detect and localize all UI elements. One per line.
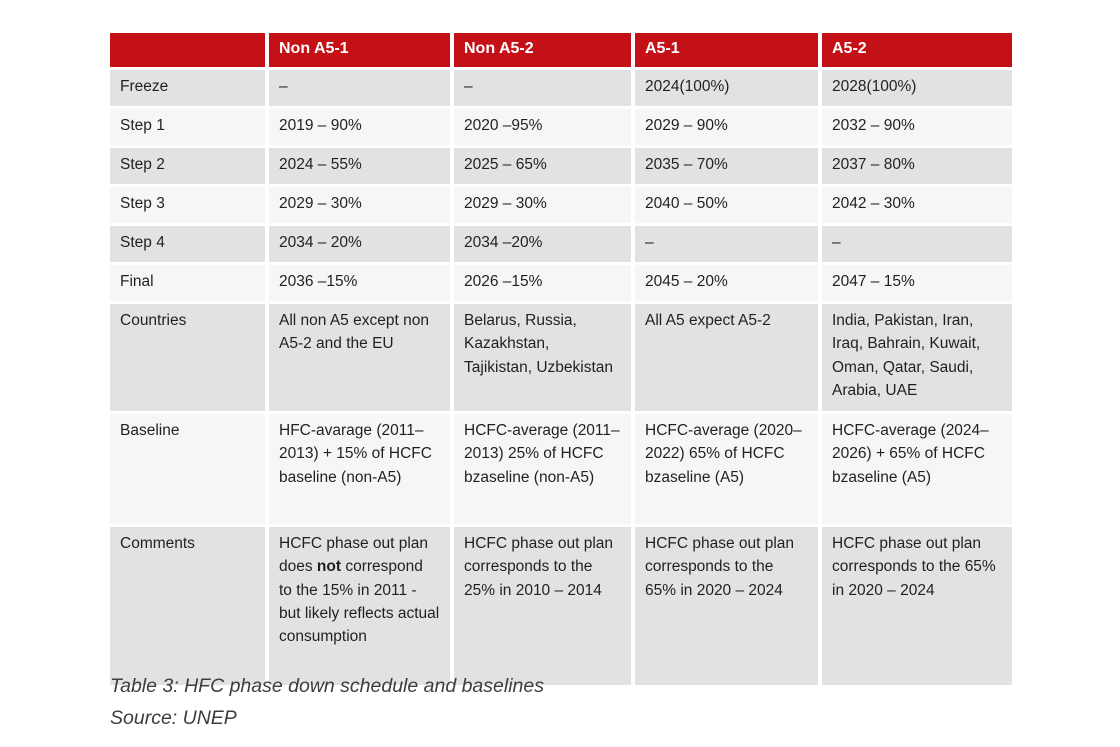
table-cell: –	[452, 68, 635, 109]
table-cell: 2035 – 70%	[633, 146, 822, 187]
table-cell: 2045 – 20%	[633, 263, 822, 304]
table-cell: 2025 – 65%	[452, 146, 635, 187]
table-row-countries: Countries All non A5 except non A5-2 and…	[110, 302, 1012, 414]
caption-source: Source: UNEP	[110, 707, 237, 729]
table-cell: 2042 – 30%	[820, 185, 1012, 226]
table-cell: 2029 – 30%	[452, 185, 635, 226]
table-cell: 2029 – 90%	[633, 107, 822, 148]
table-cell: –	[267, 68, 454, 109]
table-row-step-2: Step 2 2024 – 55% 2025 – 65% 2035 – 70% …	[110, 146, 1012, 187]
table-cell: Belarus, Russia, Kazakhstan, Tajikistan,…	[452, 302, 635, 414]
table-cell: 2040 – 50%	[633, 185, 822, 226]
table-cell: HCFC-average (2020–2022) 65% of HCFC bza…	[633, 412, 822, 527]
table-caption: Table 3: HFC phase down schedule and bas…	[110, 670, 544, 734]
table-cell: 2047 – 15%	[820, 263, 1012, 304]
table-row-step-4: Step 4 2034 – 20% 2034 –20% – –	[110, 224, 1012, 265]
table-cell: All A5 expect A5-2	[633, 302, 822, 414]
row-label: Step 1	[110, 107, 269, 148]
table-cell: –	[820, 224, 1012, 265]
table-cell: HCFC phase out plan corresponds to the 6…	[820, 525, 1012, 685]
table-cell: HCFC phase out plan corresponds to the 6…	[633, 525, 822, 685]
column-header-non-a5-2: Non A5-2	[452, 33, 635, 70]
table-row-freeze: Freeze – – 2024(100%) 2028(100%)	[110, 68, 1012, 109]
table-row-step-3: Step 3 2029 – 30% 2029 – 30% 2040 – 50% …	[110, 185, 1012, 226]
table-cell: HCFC phase out plan does not correspond …	[267, 525, 454, 685]
table-cell: HFC-avarage (2011–2013) + 15% of HCFC ba…	[267, 412, 454, 527]
table-cell: 2028(100%)	[820, 68, 1012, 109]
table-cell: 2029 – 30%	[267, 185, 454, 226]
table-cell: 2024(100%)	[633, 68, 822, 109]
row-label: Final	[110, 263, 269, 304]
table-cell: 2034 – 20%	[267, 224, 454, 265]
table-cell: 2032 – 90%	[820, 107, 1012, 148]
row-label: Step 4	[110, 224, 269, 265]
table-row-step-1: Step 1 2019 – 90% 2020 –95% 2029 – 90% 2…	[110, 107, 1012, 148]
hfc-phase-down-table: Non A5-1 Non A5-2 A5-1 A5-2 Freeze – – 2…	[110, 33, 1012, 685]
table-row-baseline: Baseline HFC-avarage (2011–2013) + 15% o…	[110, 412, 1012, 527]
column-header-a5-1: A5-1	[633, 33, 822, 70]
row-label: Freeze	[110, 68, 269, 109]
column-header-non-a5-1: Non A5-1	[267, 33, 454, 70]
table-cell: HCFC-average (2024–2026) + 65% of HCFC b…	[820, 412, 1012, 527]
table-cell: 2019 – 90%	[267, 107, 454, 148]
table-cell: 2034 –20%	[452, 224, 635, 265]
row-label: Step 2	[110, 146, 269, 187]
table-cell: All non A5 except non A5-2 and the EU	[267, 302, 454, 414]
table-header-row: Non A5-1 Non A5-2 A5-1 A5-2	[110, 33, 1012, 70]
row-label: Countries	[110, 302, 269, 414]
table-cell: 2020 –95%	[452, 107, 635, 148]
table-cell: India, Pakistan, Iran, Iraq, Bahrain, Ku…	[820, 302, 1012, 414]
row-label: Baseline	[110, 412, 269, 527]
table-cell: HCFC-average (2011–2013) 25% of HCFC bza…	[452, 412, 635, 527]
table-cell: HCFC phase out plan corresponds to the 2…	[452, 525, 635, 685]
table-cell: –	[633, 224, 822, 265]
table-row-final: Final 2036 –15% 2026 –15% 2045 – 20% 204…	[110, 263, 1012, 304]
caption-title: Table 3: HFC phase down schedule and bas…	[110, 675, 544, 697]
table-cell: 2036 –15%	[267, 263, 454, 304]
table-row-comments: Comments HCFC phase out plan does not co…	[110, 525, 1012, 685]
row-label: Step 3	[110, 185, 269, 226]
column-header-a5-2: A5-2	[820, 33, 1012, 70]
column-header-blank	[110, 33, 269, 70]
table-cell: 2026 –15%	[452, 263, 635, 304]
row-label: Comments	[110, 525, 269, 685]
table-cell: 2024 – 55%	[267, 146, 454, 187]
table-cell: 2037 – 80%	[820, 146, 1012, 187]
